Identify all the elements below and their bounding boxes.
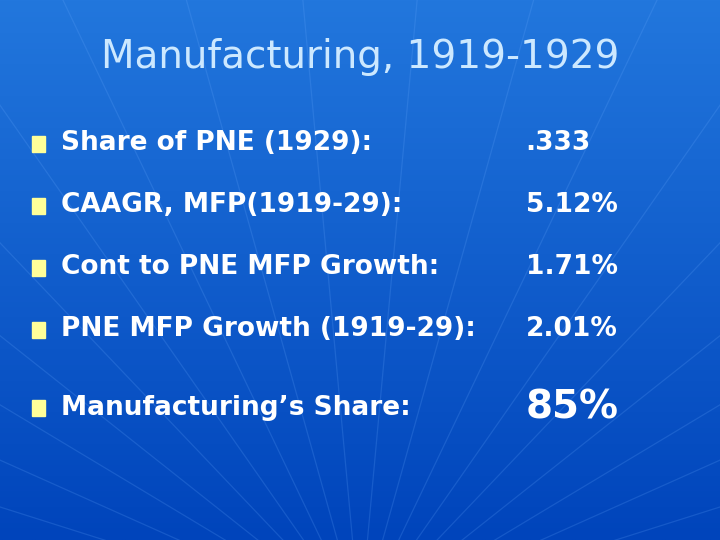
Text: PNE MFP Growth (1919-29):: PNE MFP Growth (1919-29): bbox=[61, 316, 476, 342]
Text: CAAGR, MFP(1919-29):: CAAGR, MFP(1919-29): bbox=[61, 192, 402, 218]
Text: 2.01%: 2.01% bbox=[526, 316, 618, 342]
Text: 5.12%: 5.12% bbox=[526, 192, 618, 218]
Bar bbox=[32, 136, 45, 152]
Text: 1.71%: 1.71% bbox=[526, 254, 618, 280]
Text: .333: .333 bbox=[526, 130, 591, 156]
Text: Cont to PNE MFP Growth:: Cont to PNE MFP Growth: bbox=[61, 254, 439, 280]
Text: Share of PNE (1929):: Share of PNE (1929): bbox=[61, 130, 372, 156]
Text: 85%: 85% bbox=[526, 389, 618, 427]
Bar bbox=[32, 260, 45, 276]
Text: Manufacturing’s Share:: Manufacturing’s Share: bbox=[61, 395, 411, 421]
Text: Manufacturing, 1919-1929: Manufacturing, 1919-1929 bbox=[101, 38, 619, 76]
Bar bbox=[32, 400, 45, 416]
Bar bbox=[32, 322, 45, 338]
Bar bbox=[32, 198, 45, 214]
